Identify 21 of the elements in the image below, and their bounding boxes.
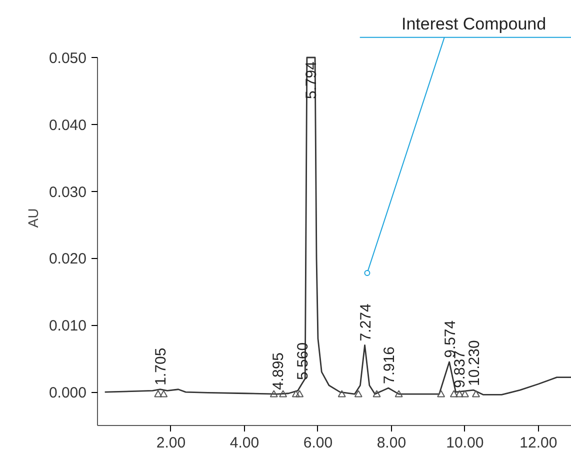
annotation: Interest Compound <box>401 14 546 34</box>
annotation: 10.230 <box>466 340 483 386</box>
annotation: 5.794 <box>302 62 320 100</box>
annotation: 1.705 <box>152 348 170 386</box>
y-tick-label: 0.010 <box>48 318 87 335</box>
y-tick-label: 0.030 <box>48 184 87 201</box>
x-tick-label: 6.00 <box>303 434 333 452</box>
y-tick-label: 0.020 <box>48 250 87 268</box>
y-tick-label: 0.050 <box>48 50 87 67</box>
x-tick-label: 2.00 <box>156 434 186 452</box>
annotation: 5.560 <box>294 342 312 380</box>
annotation: 7.274 <box>357 304 374 342</box>
y-tick-label: 0.040 <box>48 116 87 134</box>
x-tick-label: 12.00 <box>520 434 558 452</box>
y-tick-label: 0.000 <box>48 384 87 402</box>
y-axis-title: AU <box>24 208 41 228</box>
x-tick-label: 8.00 <box>376 434 406 452</box>
annotation: 7.916 <box>380 346 398 384</box>
annotation: 4.895 <box>270 352 287 390</box>
x-tick-label: 4.00 <box>230 434 260 452</box>
x-tick-label: 10.00 <box>446 434 484 452</box>
